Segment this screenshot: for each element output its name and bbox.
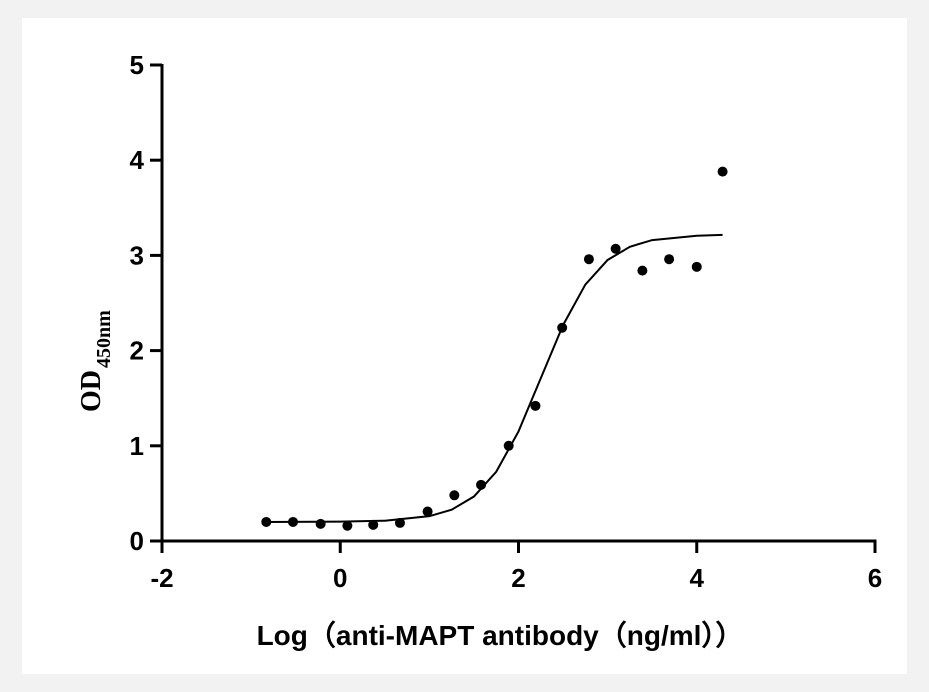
data-point — [368, 519, 379, 530]
y-tick-label: 1 — [130, 431, 144, 461]
x-tick-label: 6 — [868, 563, 882, 593]
fit-curve — [266, 233, 723, 523]
y-tick-label: 3 — [130, 240, 144, 270]
data-point — [315, 518, 326, 529]
data-point — [342, 520, 353, 531]
x-tick-label: -2 — [150, 563, 173, 593]
x-tick-label: 2 — [511, 563, 525, 593]
data-point — [691, 261, 702, 272]
y-tick-label: 5 — [130, 50, 144, 80]
data-point — [664, 254, 675, 265]
data-point — [530, 400, 541, 411]
data-point — [449, 490, 460, 501]
y-axis-label-group: OD 450nm — [76, 310, 115, 412]
data-point — [583, 254, 594, 265]
x-tick-label: 0 — [333, 563, 347, 593]
y-axis-label: OD — [76, 370, 107, 412]
plot-background — [22, 18, 907, 674]
y-tick-label: 0 — [130, 526, 144, 556]
y-axis-label-sub: 450nm — [93, 310, 115, 368]
data-point — [610, 243, 621, 254]
data-point — [422, 506, 433, 517]
x-axis-label: Log（anti-MAPT antibody（ng/ml）） — [257, 619, 744, 651]
y-tick-label: 2 — [130, 336, 144, 366]
data-point — [637, 265, 648, 276]
y-tick-label: 4 — [130, 145, 145, 175]
x-tick-label: 4 — [690, 563, 705, 593]
data-point — [717, 166, 728, 177]
